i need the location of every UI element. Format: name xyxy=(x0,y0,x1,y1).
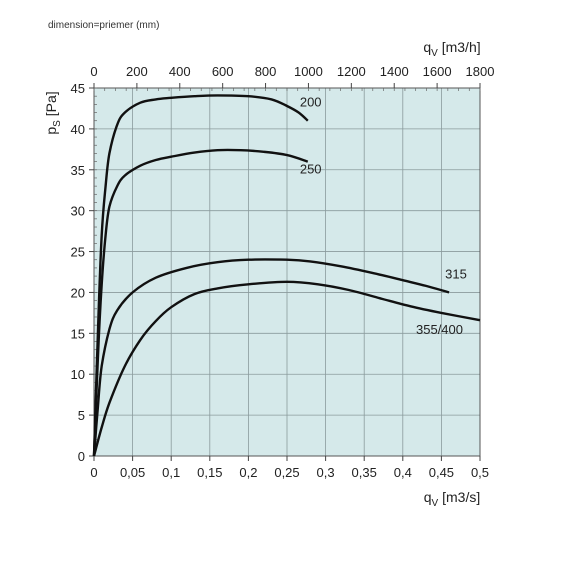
series-curve-2 xyxy=(92,258,450,457)
x-top-tick-label-4: 800 xyxy=(255,64,277,79)
x-top-tick-label-2: 400 xyxy=(169,64,191,79)
series-label-3: 355/400 xyxy=(416,322,463,337)
series-curve-0 xyxy=(92,94,309,457)
series-label-1: 250 xyxy=(300,162,322,177)
y-axis-title: pS [Pa] xyxy=(43,91,63,134)
chart-caption: dimension=priemer (mm) xyxy=(48,20,160,31)
x-top-tick-label-1: 200 xyxy=(126,64,148,79)
y-tick-label-6: 30 xyxy=(71,204,85,219)
x-top-tick-label-3: 600 xyxy=(212,64,234,79)
y-tick-label-8: 40 xyxy=(71,122,85,137)
x-bottom-tick-label-8: 0,4 xyxy=(394,465,412,480)
x-bottom-tick-label-4: 0,2 xyxy=(239,465,257,480)
x-bottom-tick-label-5: 0,25 xyxy=(274,465,299,480)
series-curve-3 xyxy=(92,280,481,457)
x-top-tick-label-8: 1600 xyxy=(423,64,452,79)
y-tick-label-4: 20 xyxy=(71,285,85,300)
x-bottom-axis-title: qV [m3/s] xyxy=(424,489,480,509)
y-tick-label-0: 0 xyxy=(78,449,85,464)
x-top-tick-label-5: 1000 xyxy=(294,64,323,79)
x-top-tick-label-7: 1400 xyxy=(380,64,409,79)
x-top-tick-label-0: 0 xyxy=(90,64,97,79)
x-bottom-tick-label-10: 0,5 xyxy=(471,465,489,480)
series-label-0: 200 xyxy=(300,95,322,110)
x-bottom-tick-label-6: 0,3 xyxy=(317,465,335,480)
x-top-tick-label-6: 1200 xyxy=(337,64,366,79)
y-tick-label-3: 15 xyxy=(71,326,85,341)
y-tick-label-2: 10 xyxy=(71,367,85,382)
x-top-tick-label-9: 1800 xyxy=(466,64,495,79)
x-bottom-tick-label-9: 0,45 xyxy=(429,465,454,480)
y-tick-label-1: 5 xyxy=(78,408,85,423)
x-bottom-tick-label-3: 0,15 xyxy=(197,465,222,480)
series-label-2: 315 xyxy=(445,266,467,281)
y-tick-label-5: 25 xyxy=(71,245,85,260)
x-top-axis-title: qV [m3/h] xyxy=(423,39,480,59)
series-curve-1 xyxy=(92,148,309,457)
x-bottom-tick-label-2: 0,1 xyxy=(162,465,180,480)
x-bottom-tick-label-1: 0,05 xyxy=(120,465,145,480)
y-tick-label-9: 45 xyxy=(71,81,85,96)
x-bottom-tick-label-0: 0 xyxy=(90,465,97,480)
y-tick-label-7: 35 xyxy=(71,163,85,178)
x-bottom-tick-label-7: 0,35 xyxy=(352,465,377,480)
